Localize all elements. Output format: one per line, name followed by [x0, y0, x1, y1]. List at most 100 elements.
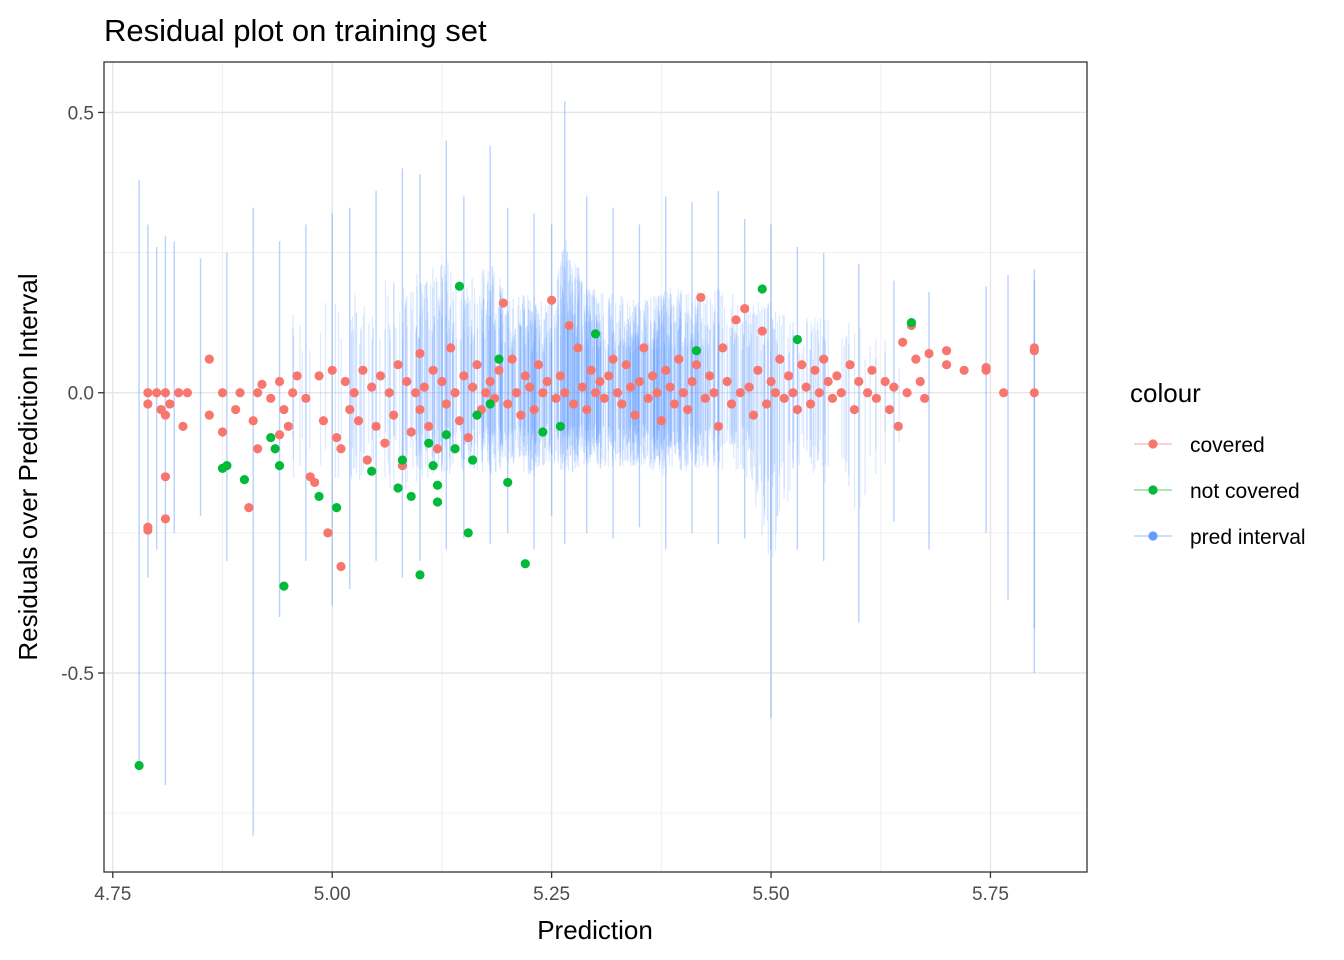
not-covered-point [393, 483, 403, 493]
not-covered-point [757, 284, 767, 294]
y-axis-title: Residuals over Prediction Interval [13, 273, 43, 660]
covered-point [424, 421, 434, 431]
covered-point [450, 388, 460, 398]
covered-point [494, 365, 504, 375]
covered-point [564, 320, 574, 331]
x-tick-label: 5.00 [314, 884, 351, 905]
legend-item-label: not covered [1190, 480, 1300, 503]
covered-point [362, 455, 372, 465]
not-covered-point [906, 318, 917, 328]
not-covered-point [503, 477, 513, 488]
covered-point [468, 382, 478, 392]
covered-point [525, 382, 535, 392]
legend-key-point [1148, 439, 1158, 449]
covered-point [871, 393, 881, 403]
y-tick-label: -0.5 [61, 664, 94, 685]
not-covered-point [520, 559, 530, 569]
not-covered-point [270, 444, 280, 454]
covered-point [621, 360, 631, 370]
not-covered-point [367, 466, 377, 476]
covered-point [432, 444, 443, 454]
covered-point [178, 421, 188, 431]
not-covered-point [406, 491, 416, 502]
covered-point [854, 376, 864, 387]
covered-point [797, 360, 807, 370]
covered-point [340, 376, 350, 387]
legend-key-point [1148, 485, 1158, 495]
covered-point [920, 393, 930, 403]
covered-point [331, 432, 342, 443]
covered-point [911, 354, 921, 364]
covered-point [323, 528, 333, 538]
covered-point [836, 388, 846, 398]
covered-point [529, 404, 539, 415]
covered-point [700, 393, 710, 403]
covered-point [643, 393, 653, 403]
covered-point [441, 399, 451, 409]
not-covered-point [266, 432, 276, 443]
covered-point [367, 382, 377, 392]
covered-point [709, 388, 719, 398]
covered-point [257, 379, 267, 389]
not-covered-point [432, 497, 443, 507]
covered-point [726, 399, 737, 409]
covered-point [485, 376, 495, 387]
covered-point [292, 371, 302, 381]
covered-point [599, 393, 609, 403]
covered-point [454, 416, 465, 426]
covered-point [656, 416, 666, 426]
covered-point [235, 388, 245, 398]
covered-point [814, 388, 824, 398]
covered-point [893, 421, 903, 431]
covered-point [327, 365, 337, 375]
covered-point [459, 371, 469, 381]
covered-point [252, 388, 263, 398]
covered-point [446, 343, 456, 353]
covered-point [288, 388, 298, 398]
not-covered-point [538, 427, 548, 437]
not-covered-point [134, 760, 144, 771]
x-tick-label: 5.75 [972, 884, 1009, 905]
y-axis: -0.5 0.0 0.5 [61, 103, 104, 685]
not-covered-point [494, 354, 504, 364]
covered-point [704, 371, 715, 381]
covered-point [779, 393, 789, 403]
grid-major [104, 62, 1087, 872]
covered-point [586, 365, 596, 375]
covered-point [880, 376, 890, 387]
covered-point [384, 388, 394, 398]
chart-title: Residual plot on training set [104, 13, 487, 48]
covered-point [661, 365, 671, 375]
not-covered-point [485, 399, 495, 409]
covered-point [547, 295, 557, 305]
covered-point [652, 388, 662, 398]
covered-point [889, 382, 899, 392]
not-covered-point [472, 410, 482, 420]
x-axis: 4.75 5.00 5.25 5.50 5.75 [94, 872, 1009, 905]
not-covered-point [331, 503, 342, 513]
not-covered-point [468, 455, 478, 465]
covered-point [915, 376, 925, 387]
covered-point [182, 388, 192, 398]
y-tick-label: 0.0 [68, 384, 94, 405]
covered-point [568, 399, 579, 409]
covered-point [516, 410, 526, 420]
covered-point [744, 382, 754, 392]
covered-point [283, 421, 293, 431]
covered-point [762, 399, 772, 409]
covered-point [389, 410, 399, 420]
x-tick-label: 5.25 [533, 884, 570, 905]
covered-point [507, 354, 517, 364]
covered-point [867, 365, 877, 375]
covered-point [160, 388, 171, 398]
covered-point [380, 438, 390, 448]
covered-point [748, 410, 759, 420]
covered-point [393, 360, 403, 370]
legend-item-label: pred interval [1190, 526, 1306, 549]
covered-point [1029, 346, 1039, 356]
covered-point [463, 432, 473, 443]
covered-point [577, 382, 587, 392]
covered-point [410, 388, 421, 398]
covered-point [204, 410, 214, 420]
covered-point [731, 315, 741, 325]
